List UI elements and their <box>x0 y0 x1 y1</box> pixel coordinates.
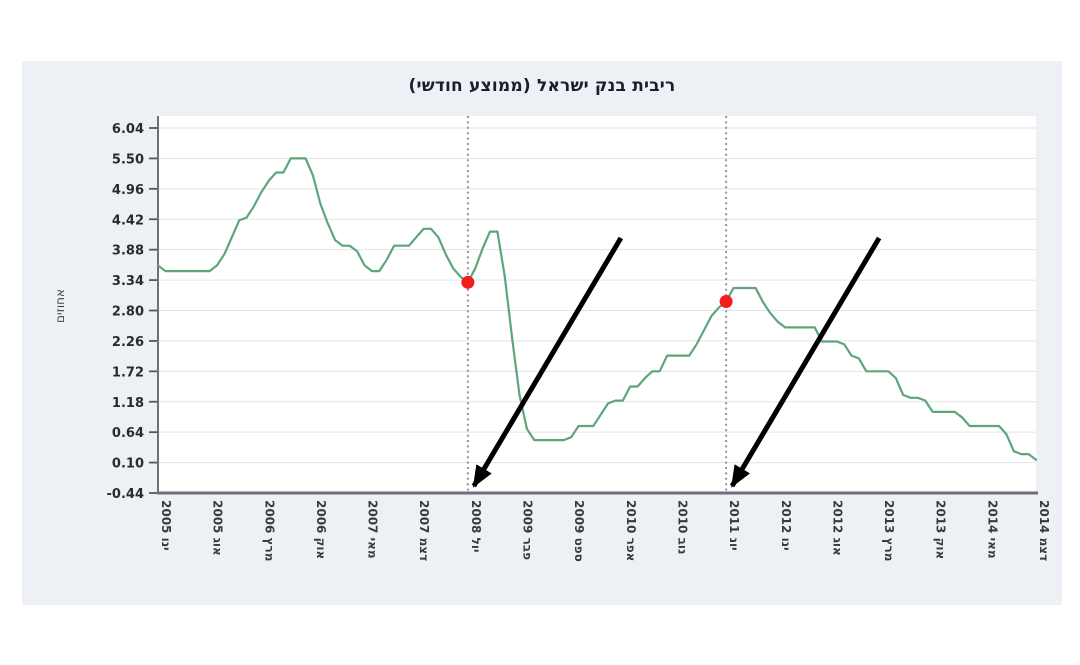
x-tick-label: 2013 אוק <box>934 500 948 559</box>
x-tick-label: 2009 פבר <box>521 500 535 560</box>
rate-highlight-dot-1 <box>461 275 475 289</box>
x-tick-label: 2010 נוב <box>675 500 689 554</box>
x-tick-label: 2014 מאי <box>985 500 999 559</box>
y-tick-label: 4.96 <box>112 183 144 198</box>
x-tick-label: 2014 דצמ <box>1037 500 1051 561</box>
annotation-arrow-2 <box>729 236 882 488</box>
interest-rate-line <box>156 157 1038 461</box>
y-tick-label: 2.26 <box>112 335 144 350</box>
y-tick-label: 1.18 <box>112 396 144 411</box>
x-tick-label: 2007 מאי <box>366 500 380 559</box>
y-tick-label: 3.34 <box>112 274 144 289</box>
x-tick-label: 2010 אפר <box>624 500 638 561</box>
x-tick-label: 2005 אוג <box>211 500 225 556</box>
y-tick-label: -0.44 <box>107 487 144 502</box>
x-tick-label: 2013 מרץ <box>882 500 896 561</box>
x-tick-label: 2009 ספט <box>572 500 586 562</box>
y-tick-label: 6.04 <box>112 122 144 137</box>
y-tick-label: 2.80 <box>112 305 144 320</box>
x-tick-label: 2006 מרץ <box>262 500 276 561</box>
x-tick-label: 2012 אוג <box>830 500 844 556</box>
x-tick-label: 2006 אוק <box>314 500 328 559</box>
x-tick-label: 2005 ינו <box>159 500 173 551</box>
x-tick-label: 2007 דצמ <box>417 500 431 561</box>
y-tick-label: 1.72 <box>112 365 144 380</box>
y-tick-label: 0.64 <box>112 426 144 441</box>
rate-highlight-dot-2 <box>719 294 733 308</box>
y-tick-label: 4.42 <box>112 213 144 228</box>
x-tick-label: 2012 ינו <box>779 500 793 551</box>
y-axis-title: אחוזים <box>53 289 67 323</box>
y-tick-label: 5.50 <box>112 152 144 167</box>
x-tick-label: 2011 יונ <box>727 500 741 551</box>
chart-title: ריבית בנק ישראל (ממוצע חודשי) <box>408 76 676 96</box>
annotation-arrow-1 <box>471 236 624 488</box>
y-tick-label: 0.10 <box>112 457 144 472</box>
plot-area <box>158 116 1036 493</box>
y-tick-label: 3.88 <box>112 244 144 259</box>
x-tick-label: 2008 יול <box>469 500 483 553</box>
